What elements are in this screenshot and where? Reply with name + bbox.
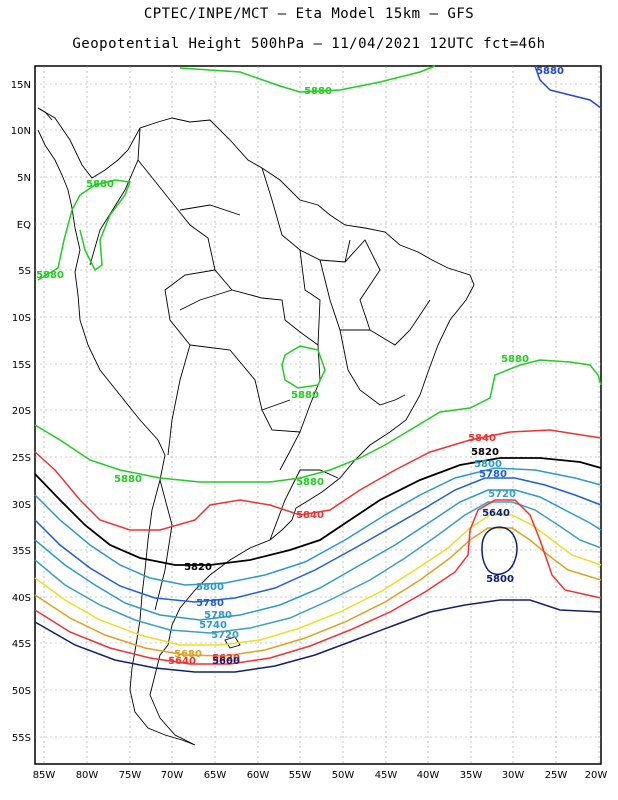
contour-labels: 5880 5880 5880 5880 5880 5880 5880 5880 … bbox=[36, 66, 564, 667]
contour-label: 5880 bbox=[501, 354, 529, 365]
contour-label: 5820 bbox=[471, 447, 499, 458]
contour-label: 5840 bbox=[296, 510, 324, 521]
contours bbox=[34, 65, 602, 673]
lat-label: 40S bbox=[12, 593, 31, 604]
lon-label: 80W bbox=[76, 770, 99, 781]
contour-5880-subtropical bbox=[34, 359, 602, 483]
contour-label: 5780 bbox=[204, 610, 232, 621]
lat-label: 30S bbox=[12, 500, 31, 511]
lon-label: 75W bbox=[119, 770, 142, 781]
falkland-islands bbox=[224, 636, 241, 649]
contour-closed-low bbox=[481, 526, 518, 576]
contour-label: 5640 bbox=[168, 656, 196, 667]
contour-5740 bbox=[34, 501, 602, 634]
lat-label: 15N bbox=[11, 80, 31, 91]
contour-label: 5620 bbox=[212, 653, 240, 664]
lat-label: 10N bbox=[11, 126, 31, 137]
lon-label: 25W bbox=[545, 770, 568, 781]
graticule bbox=[35, 66, 601, 764]
lat-label: 55S bbox=[12, 733, 31, 744]
lat-label: 5N bbox=[17, 173, 31, 184]
contour-5760 bbox=[34, 489, 602, 621]
lat-label: 20S bbox=[12, 406, 31, 417]
contour-label: 5800 bbox=[486, 574, 514, 585]
lat-label: EQ bbox=[17, 220, 31, 231]
lat-label: 35S bbox=[12, 546, 31, 557]
lon-label: 50W bbox=[332, 770, 355, 781]
lon-label: 35W bbox=[460, 770, 483, 781]
lon-label: 40W bbox=[417, 770, 440, 781]
contour-label: 5840 bbox=[468, 433, 496, 444]
south-america-coastline bbox=[37, 107, 475, 746]
lon-label: 65W bbox=[204, 770, 227, 781]
contour-label: 5720 bbox=[488, 489, 516, 500]
contour-5600-navy bbox=[34, 599, 602, 673]
lat-label: 25S bbox=[12, 453, 31, 464]
contour-label: 5880 bbox=[536, 66, 564, 77]
contour-5640-red bbox=[34, 499, 602, 665]
lon-label: 70W bbox=[161, 770, 184, 781]
central-america bbox=[37, 107, 53, 121]
country-borders bbox=[89, 127, 339, 611]
contour-label: 5600 bbox=[212, 656, 240, 667]
contour-label: 5880 bbox=[304, 86, 332, 97]
lat-label: 45S bbox=[12, 639, 31, 650]
lat-label: 50S bbox=[12, 686, 31, 697]
contour-label: 5780 bbox=[479, 469, 507, 480]
contour-label: 5880 bbox=[36, 270, 64, 281]
contour-5720-yellow bbox=[34, 514, 602, 646]
contour-label: 5800 bbox=[474, 459, 502, 470]
contour-label: 5880 bbox=[291, 390, 319, 401]
contour-5880-north bbox=[179, 65, 436, 93]
lon-label: 30W bbox=[502, 770, 525, 781]
contour-label: 5720 bbox=[211, 630, 239, 641]
contour-label: 5820 bbox=[184, 562, 212, 573]
coastline bbox=[37, 107, 475, 746]
lon-label: 60W bbox=[247, 770, 270, 781]
contour-label: 5800 bbox=[196, 582, 224, 593]
lat-label: 5S bbox=[18, 266, 31, 277]
lat-label: 15S bbox=[12, 360, 31, 371]
contour-label: 5740 bbox=[199, 620, 227, 631]
contour-label: 5880 bbox=[86, 179, 114, 190]
lon-label: 85W bbox=[33, 770, 56, 781]
latitude-labels: 15N 10N 5N EQ 5S 10S 15S 20S 25S 30S 35S… bbox=[11, 80, 31, 744]
brazil-states bbox=[261, 167, 431, 406]
contour-label: 5780 bbox=[196, 598, 224, 609]
lon-label: 45W bbox=[375, 770, 398, 781]
contour-5840-red bbox=[34, 429, 602, 531]
contour-5800-teal bbox=[34, 467, 602, 586]
contour-label: 5680 bbox=[174, 649, 202, 660]
longitude-labels: 85W 80W 75W 70W 65W 60W 55W 50W 45W 40W … bbox=[33, 770, 608, 781]
lat-label: 10S bbox=[12, 313, 31, 324]
contour-5880-brazil bbox=[281, 345, 326, 389]
contour-label: 5640 bbox=[482, 508, 510, 519]
map-frame bbox=[34, 65, 602, 765]
chart-title: CPTEC/INPE/MCT – Eta Model 15km – GFS bbox=[143, 6, 475, 22]
chart-subtitle: Geopotential Height 500hPa – 11/04/2021 … bbox=[72, 36, 546, 52]
contour-5880-blue bbox=[534, 65, 602, 109]
contour-label: 5880 bbox=[296, 477, 324, 488]
contour-5680-orange bbox=[34, 527, 602, 657]
contour-5820-black bbox=[34, 457, 602, 566]
contour-label: 5880 bbox=[114, 474, 142, 485]
contour-5880-andes bbox=[37, 179, 132, 281]
contour-5780-blue bbox=[34, 477, 602, 603]
lon-label: 20W bbox=[585, 770, 608, 781]
lon-label: 55W bbox=[289, 770, 312, 781]
